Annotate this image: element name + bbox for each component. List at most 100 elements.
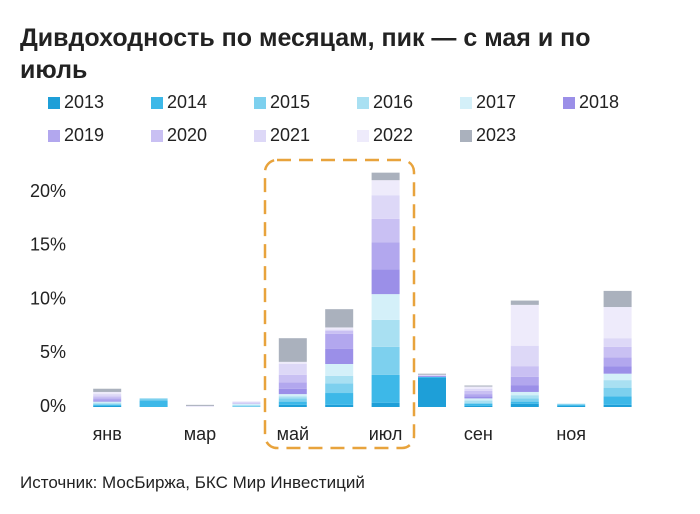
legend-label: 2023 bbox=[476, 125, 516, 145]
legend-label: 2016 bbox=[373, 92, 413, 112]
bar-segment bbox=[186, 405, 214, 407]
bar-segment bbox=[371, 180, 400, 196]
y-tick-label: 5% bbox=[40, 342, 66, 362]
bar-segment bbox=[603, 338, 632, 347]
bar-segment bbox=[371, 374, 400, 403]
x-tick-label: май bbox=[277, 424, 309, 444]
x-tick-label: сен bbox=[464, 424, 493, 444]
bar-segment bbox=[325, 327, 354, 330]
bar-segment bbox=[603, 396, 632, 405]
legend-swatch bbox=[254, 130, 266, 142]
bar-segment bbox=[139, 398, 168, 401]
highlight-frame bbox=[263, 158, 416, 450]
bar-segment bbox=[278, 396, 307, 399]
bar-segment bbox=[464, 405, 493, 407]
bar-segment bbox=[232, 404, 261, 406]
bar-segment bbox=[371, 269, 400, 295]
legend-label: 2021 bbox=[270, 125, 310, 145]
legend-label: 2018 bbox=[579, 92, 619, 112]
bar-segment bbox=[603, 357, 632, 367]
y-tick-label: 20% bbox=[30, 181, 66, 201]
legend-swatch bbox=[254, 97, 266, 109]
legend-label: 2013 bbox=[64, 92, 104, 112]
bar-segment bbox=[93, 402, 122, 404]
bar-segment bbox=[325, 364, 354, 376]
legend-swatch bbox=[460, 97, 472, 109]
bar-segment bbox=[464, 390, 493, 395]
bar-segment bbox=[278, 361, 307, 364]
bar-segment bbox=[325, 383, 354, 394]
bar-segment bbox=[557, 403, 586, 405]
bar-segment bbox=[325, 309, 354, 328]
chart-title: Дивдоходность по месяцам, пик — с мая и … bbox=[20, 24, 591, 84]
bar-segment bbox=[418, 376, 446, 378]
legend-label: 2014 bbox=[167, 92, 207, 112]
bar-segment bbox=[325, 404, 354, 407]
legend-label: 2017 bbox=[476, 92, 516, 112]
bar-segment bbox=[510, 385, 539, 392]
bar-segment bbox=[93, 400, 122, 402]
bar-segment bbox=[93, 391, 122, 395]
bar-segment bbox=[418, 377, 446, 407]
bar-segment bbox=[603, 380, 632, 388]
bar-segment bbox=[278, 364, 307, 375]
bar-segment bbox=[464, 403, 493, 406]
bar-segment bbox=[557, 404, 586, 406]
bar-segment bbox=[93, 396, 122, 399]
legend-swatch bbox=[151, 97, 163, 109]
bar-segment bbox=[603, 290, 632, 308]
bar-segment bbox=[325, 330, 354, 334]
bar-segment bbox=[139, 400, 168, 407]
bar-segment bbox=[510, 366, 539, 377]
y-tick-label: 15% bbox=[30, 235, 66, 255]
bar-segment bbox=[464, 400, 493, 403]
x-tick-label: ноя bbox=[556, 424, 586, 444]
bar-segment bbox=[186, 404, 214, 406]
bar-segment bbox=[278, 401, 307, 405]
bar-segment bbox=[418, 375, 446, 377]
bar-segment bbox=[510, 398, 539, 402]
bar-segment bbox=[510, 304, 539, 346]
bar-segment bbox=[510, 345, 539, 367]
bar-segment bbox=[418, 374, 446, 376]
bar-segment bbox=[418, 373, 446, 375]
bar-segment bbox=[93, 401, 122, 403]
bar-segment bbox=[510, 403, 539, 407]
legend-label: 2015 bbox=[270, 92, 310, 112]
bar-segment bbox=[371, 172, 400, 181]
bar-segment bbox=[510, 376, 539, 386]
bar-segment bbox=[232, 403, 261, 405]
bar-segment bbox=[603, 404, 632, 407]
bar-segment bbox=[93, 404, 122, 406]
bar-segment bbox=[278, 374, 307, 383]
bar-segment bbox=[325, 348, 354, 364]
bar-segment bbox=[325, 329, 354, 331]
bar-segment bbox=[93, 394, 122, 397]
bar-segment bbox=[371, 218, 400, 243]
bar-segment bbox=[603, 366, 632, 374]
bar-segment bbox=[464, 394, 493, 397]
legend-swatch bbox=[151, 130, 163, 142]
bar-segment bbox=[603, 373, 632, 381]
x-tick-label: июл bbox=[369, 424, 403, 444]
bar-segment bbox=[278, 382, 307, 389]
x-tick-label: мар bbox=[184, 424, 216, 444]
bar-segment bbox=[325, 375, 354, 384]
bar-segment bbox=[510, 300, 539, 305]
bar-segment bbox=[93, 388, 122, 392]
bar-segment bbox=[93, 405, 122, 407]
bar-segment bbox=[232, 402, 261, 404]
bar-segment bbox=[510, 401, 539, 404]
bar-segment bbox=[510, 395, 539, 399]
bar-segment bbox=[510, 391, 539, 396]
legend-swatch bbox=[460, 130, 472, 142]
bar-segment bbox=[464, 388, 493, 391]
bar-segment bbox=[278, 394, 307, 397]
legend-swatch bbox=[48, 130, 60, 142]
bar-segment bbox=[603, 387, 632, 397]
bar-segment bbox=[371, 242, 400, 270]
legend-swatch bbox=[563, 97, 575, 109]
y-tick-label: 10% bbox=[30, 288, 66, 308]
